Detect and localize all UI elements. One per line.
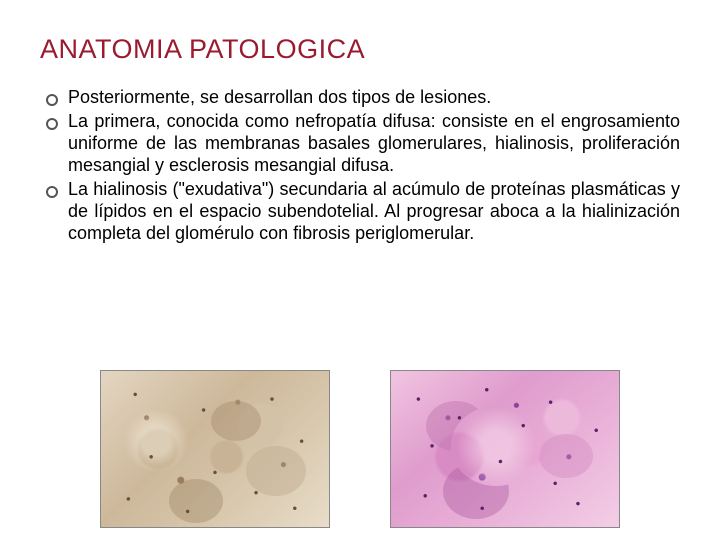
bullet-item: La hialinosis ("exudativa") secundaria a…	[46, 179, 680, 245]
bullet-item: Posteriormente, se desarrollan dos tipos…	[46, 87, 680, 109]
histology-image-left	[100, 370, 330, 528]
histology-image-right	[390, 370, 620, 528]
image-row	[0, 370, 720, 528]
slide-title: ANATOMIA PATOLOGICA	[40, 34, 680, 65]
bullet-item: La primera, conocida como nefropatía dif…	[46, 111, 680, 177]
bullet-list: Posteriormente, se desarrollan dos tipos…	[40, 87, 680, 245]
slide: ANATOMIA PATOLOGICA Posteriormente, se d…	[0, 0, 720, 540]
